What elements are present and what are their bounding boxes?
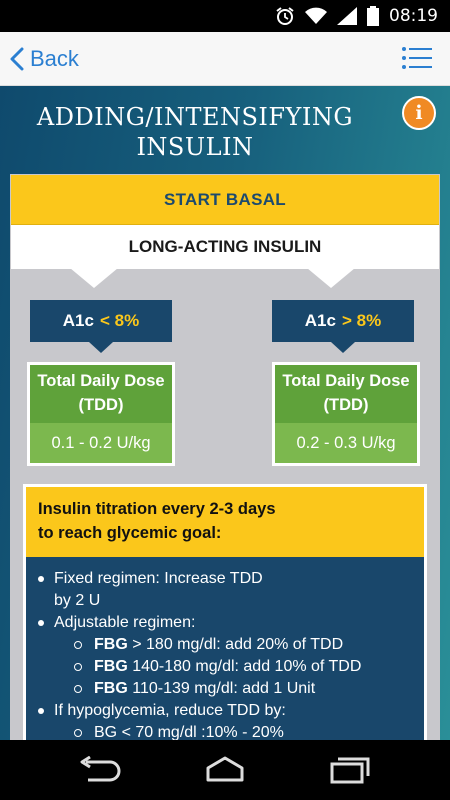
- list-item-text: by 2 U: [54, 592, 101, 609]
- main-content[interactable]: ADDING/INTENSIFYING INSULIN i START BASA…: [0, 86, 450, 740]
- tdd-heading-line1: Total Daily Dose: [282, 372, 410, 390]
- fbg-label: FBG: [94, 680, 128, 697]
- wifi-icon: [305, 7, 327, 24]
- bullet-marker: [38, 576, 44, 582]
- back-button[interactable]: Back: [10, 42, 79, 76]
- nav-home-icon[interactable]: [200, 756, 250, 784]
- a1c-low-box: A1c < 8%: [30, 300, 172, 342]
- tdd-dose: 0.1 - 0.2 U/kg: [51, 433, 151, 452]
- long-acting-heading: LONG-ACTING INSULIN: [11, 225, 439, 269]
- chevron-left-icon: [10, 47, 24, 71]
- list-item: Adjustable regimen:: [54, 614, 196, 631]
- nav-recents-icon[interactable]: [326, 756, 376, 784]
- list-item: FBG 140-180 mg/dl: add 10% of TDD: [94, 656, 450, 678]
- list-item-text: > 180 mg/dl: add 20% of TDD: [127, 636, 344, 653]
- page-title: ADDING/INTENSIFYING INSULIN: [30, 102, 360, 162]
- a1c-high-pointer: [331, 342, 355, 353]
- menu-list-icon[interactable]: [402, 46, 432, 70]
- list-item: BG < 70 mg/dl :10% - 20%: [94, 724, 284, 740]
- info-icon: i: [415, 102, 423, 124]
- status-time: 08:19: [389, 6, 438, 26]
- bullet-marker: [38, 708, 44, 714]
- a1c-label: A1c: [304, 311, 336, 330]
- tdd-dose: 0.2 - 0.3 U/kg: [296, 433, 396, 452]
- nav-back-icon[interactable]: [74, 756, 124, 784]
- tdd-heading-line1: Total Daily Dose: [37, 372, 165, 390]
- system-nav-bar: [0, 740, 450, 800]
- info-button[interactable]: i: [402, 96, 436, 130]
- tdd-low-box: Total Daily Dose (TDD) 0.1 - 0.2 U/kg: [27, 362, 175, 466]
- a1c-value: < 8%: [99, 311, 140, 330]
- signal-icon: [337, 7, 357, 25]
- battery-icon: [367, 6, 379, 26]
- branch-arrow-left: [70, 268, 118, 288]
- tdd-heading-line2: (TDD): [78, 396, 124, 414]
- page-title-line2: INSULIN: [136, 133, 254, 161]
- list-item-text: 110-139 mg/dl: add 1 Unit: [127, 680, 316, 697]
- sub-bullet-marker: [74, 663, 82, 671]
- page-title-line1: ADDING/INTENSIFYING: [36, 103, 354, 131]
- list-item-text: 140-180 mg/dl: add 10% of TDD: [127, 658, 362, 675]
- alarm-icon: [276, 7, 294, 25]
- a1c-value: > 8%: [341, 311, 382, 330]
- list-item: FBG > 180 mg/dl: add 20% of TDD: [94, 634, 450, 656]
- list-item-text: Fixed regimen: Increase TDD: [54, 570, 263, 587]
- app-header: Back: [0, 32, 450, 86]
- tdd-heading: Total Daily Dose (TDD): [30, 365, 172, 423]
- fbg-label: FBG: [94, 658, 128, 675]
- status-icons: 08:19: [275, 5, 438, 27]
- back-label: Back: [30, 46, 79, 71]
- branch-arrow-right: [307, 268, 355, 288]
- sub-bullet-marker: [74, 729, 82, 737]
- list-item: If hypoglycemia, reduce TDD by:: [54, 702, 286, 719]
- sub-bullet-marker: [74, 685, 82, 693]
- sub-bullet-marker: [74, 641, 82, 649]
- flowchart-card: START BASAL LONG-ACTING INSULIN A1c < 8%…: [10, 174, 440, 740]
- list-item: Fixed regimen: Increase TDD by 2 U: [54, 568, 434, 612]
- titration-heading-line2: to reach glycemic goal:: [38, 524, 222, 542]
- tdd-heading: Total Daily Dose (TDD): [275, 365, 417, 423]
- tdd-heading-line2: (TDD): [323, 396, 369, 414]
- titration-box: Insulin titration every 2-3 days to reac…: [23, 484, 427, 740]
- titration-heading: Insulin titration every 2-3 days to reac…: [26, 487, 424, 557]
- bullet-marker: [38, 620, 44, 626]
- status-bar: 08:19: [0, 0, 450, 32]
- a1c-label: A1c: [62, 311, 94, 330]
- fbg-label: FBG: [94, 636, 128, 653]
- a1c-high-box: A1c > 8%: [272, 300, 414, 342]
- list-item: FBG 110-139 mg/dl: add 1 Unit: [94, 678, 450, 700]
- start-basal-banner: START BASAL: [11, 175, 439, 225]
- titration-heading-line1: Insulin titration every 2-3 days: [38, 500, 276, 518]
- tdd-high-box: Total Daily Dose (TDD) 0.2 - 0.3 U/kg: [272, 362, 420, 466]
- a1c-low-pointer: [89, 342, 113, 353]
